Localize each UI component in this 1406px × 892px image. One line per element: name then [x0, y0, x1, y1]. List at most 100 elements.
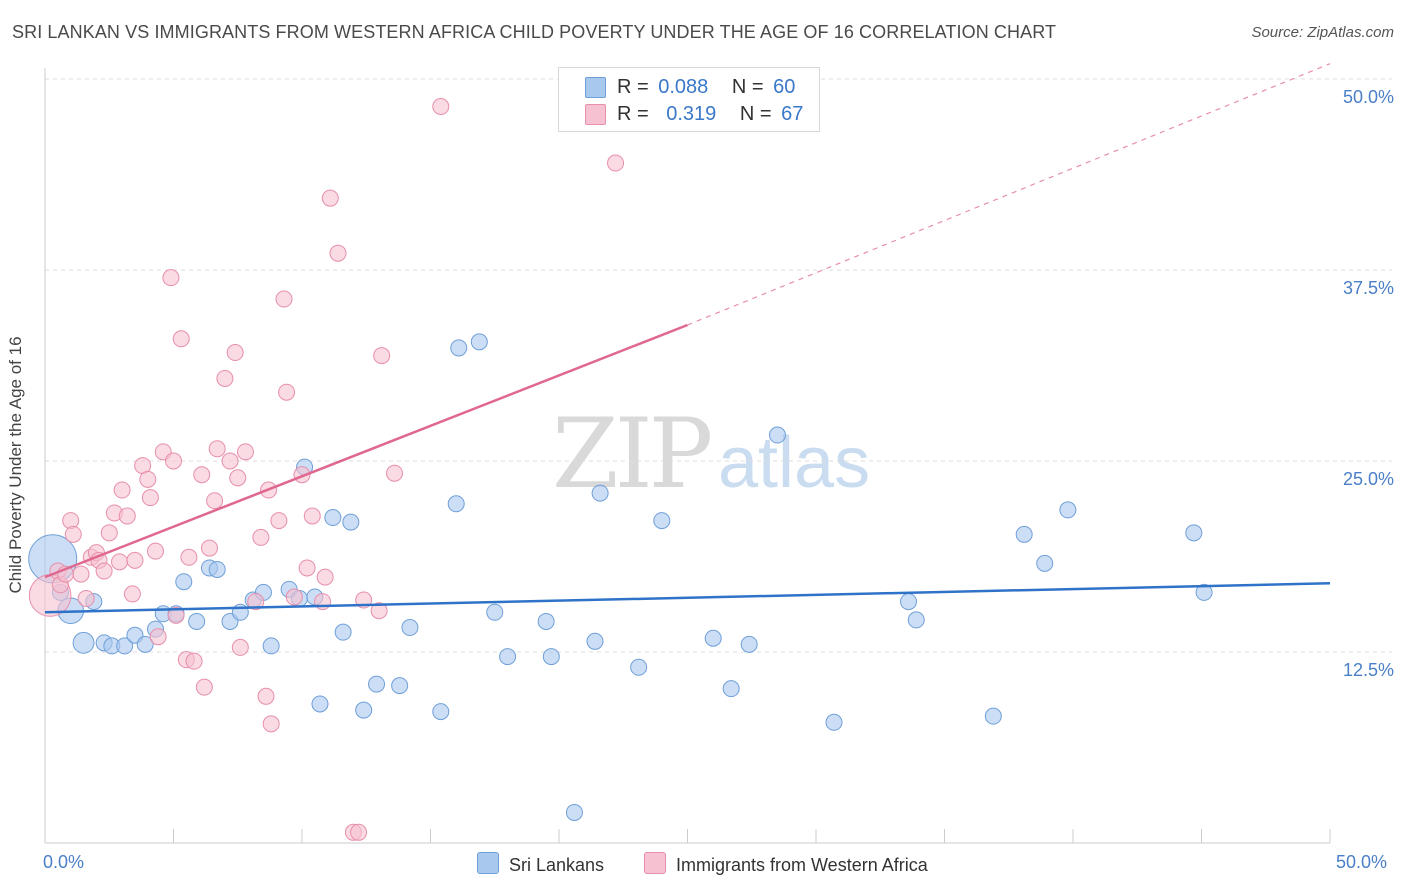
x-tick-label-0: 0.0%: [43, 852, 85, 872]
sri-lankan-point-50: [768, 426, 786, 444]
western-africa-point-56: [316, 568, 334, 586]
sri-lankan-point-32: [391, 677, 409, 695]
sri-lankan-point-36: [450, 339, 468, 357]
western-africa-point-36: [208, 440, 226, 458]
chart-title: SRI LANKAN VS IMMIGRANTS FROM WESTERN AF…: [12, 22, 1057, 42]
sri-lankan-point-55: [1015, 525, 1033, 543]
western-africa-point-25: [162, 269, 180, 287]
legend-n-label: N =: [731, 76, 764, 98]
sri-lankan-point-14: [188, 612, 206, 630]
sri-lankan-point-34: [432, 703, 450, 721]
western-africa-point-32: [193, 466, 211, 484]
sri-lankan-point-33: [401, 619, 419, 637]
western-africa-point-44: [252, 528, 270, 546]
sri-lankan-point-53: [907, 611, 925, 629]
western-africa-point-48: [270, 512, 288, 530]
western-africa-point-62: [370, 602, 388, 620]
western-africa-point-40: [229, 469, 247, 487]
western-africa-point-35: [206, 492, 224, 510]
western-africa-point-23: [149, 628, 167, 646]
western-africa-point-60: [350, 823, 368, 841]
western-africa-point-47: [262, 715, 280, 733]
y-tick-label-12-5: 12.5%: [1342, 660, 1394, 680]
y-tick-label-50: 50.0%: [1342, 87, 1394, 107]
western-africa-point-31: [185, 652, 203, 670]
western-africa-point-57: [321, 189, 339, 207]
sri-lankan-point-42: [565, 803, 583, 821]
sri-lankan-point-48: [722, 680, 740, 698]
legend-item-western-africa: Immigrants from Western Africa: [644, 852, 928, 876]
western-africa-point-15: [113, 481, 131, 499]
western-africa-point-64: [432, 98, 450, 116]
sri-lankan-point-47: [704, 629, 722, 647]
sri-lankan-point-37: [470, 333, 488, 351]
sri-lankan-point-31: [368, 675, 386, 693]
western-africa-point-66: [373, 347, 391, 365]
pink-swatch: [644, 852, 666, 874]
sri-lankan-point-28: [334, 623, 352, 641]
sri-lankan-point-35: [447, 495, 465, 513]
sri-lankan-point-49: [740, 635, 758, 653]
legend-n-value: 60: [773, 76, 796, 98]
western-africa-point-26: [165, 452, 182, 470]
y-axis-label: Child Poverty Under the Age of 16: [6, 336, 25, 594]
x-tick-label-50: 50.0%: [1336, 852, 1388, 872]
sri-lankan-point-9: [136, 635, 154, 653]
blue-swatch: [477, 852, 499, 874]
sri-lankan-point-59: [1195, 583, 1213, 601]
sri-lankan-point-16: [208, 560, 226, 578]
watermark-zip: ZIP: [552, 398, 713, 510]
legend-r-value: 0.319: [666, 103, 717, 125]
western-africa-point-42: [236, 443, 254, 461]
sri-lankan-point-21: [262, 637, 280, 655]
sri-lankan-point-3: [72, 631, 95, 654]
western-africa-point-54: [303, 507, 321, 525]
sri-lankan-point-40: [537, 612, 555, 630]
sri-lankan-point-29: [342, 513, 360, 531]
western-africa-point-11: [95, 562, 113, 580]
western-africa-point-14: [111, 553, 129, 571]
western-africa-point-7: [77, 590, 95, 608]
western-africa-point-50: [278, 383, 296, 401]
western-africa-point-58: [329, 244, 347, 262]
western-africa-point-5: [64, 525, 82, 543]
western-africa-point-20: [139, 470, 157, 488]
western-africa-point-4: [62, 512, 80, 530]
western-africa-point-45: [257, 687, 275, 705]
western-africa-point-37: [216, 369, 234, 387]
western-africa-point-65: [607, 154, 625, 172]
legend-stats: R = 0.088 N = 60 R = 0.319 N = 67: [558, 67, 820, 132]
sri-lankan-point-57: [1059, 501, 1077, 519]
legend-label: Immigrants from Western Africa: [676, 855, 928, 875]
sri-lankan-point-39: [499, 648, 517, 666]
western-africa-trend-line: [44, 323, 688, 579]
sri-lankan-point-26: [311, 695, 329, 713]
y-tick-label-37-5: 37.5%: [1342, 278, 1394, 298]
sri-lankan-point-38: [486, 603, 504, 621]
sri-lankan-point-7: [116, 637, 134, 655]
pink-swatch: [585, 104, 606, 125]
western-africa-point-18: [126, 551, 144, 569]
western-africa-point-43: [247, 593, 265, 611]
western-africa-point-22: [147, 542, 165, 560]
western-africa-point-38: [221, 452, 239, 470]
legend-item-sri-lankans: Sri Lankans: [477, 852, 604, 876]
sri-lankan-point-45: [630, 658, 648, 676]
western-africa-point-21: [141, 489, 159, 507]
western-africa-point-63: [386, 464, 404, 482]
legend-n-value: 67: [781, 103, 804, 125]
sri-lankan-point-43: [586, 632, 604, 650]
legend-n-label: N =: [739, 103, 772, 125]
sri-lankan-point-51: [825, 713, 843, 731]
western-africa-point-53: [298, 559, 316, 577]
sri-lankan-point-56: [1036, 554, 1054, 572]
legend-r-label: R =: [617, 103, 649, 125]
legend-r-value: 0.088: [658, 76, 709, 98]
western-africa-point-39: [226, 344, 244, 362]
western-africa-point-33: [195, 678, 213, 696]
sri-lankan-point-41: [542, 648, 560, 666]
sri-lankan-point-54: [984, 707, 1002, 725]
western-africa-point-51: [285, 588, 303, 606]
western-africa-point-17: [123, 585, 141, 603]
